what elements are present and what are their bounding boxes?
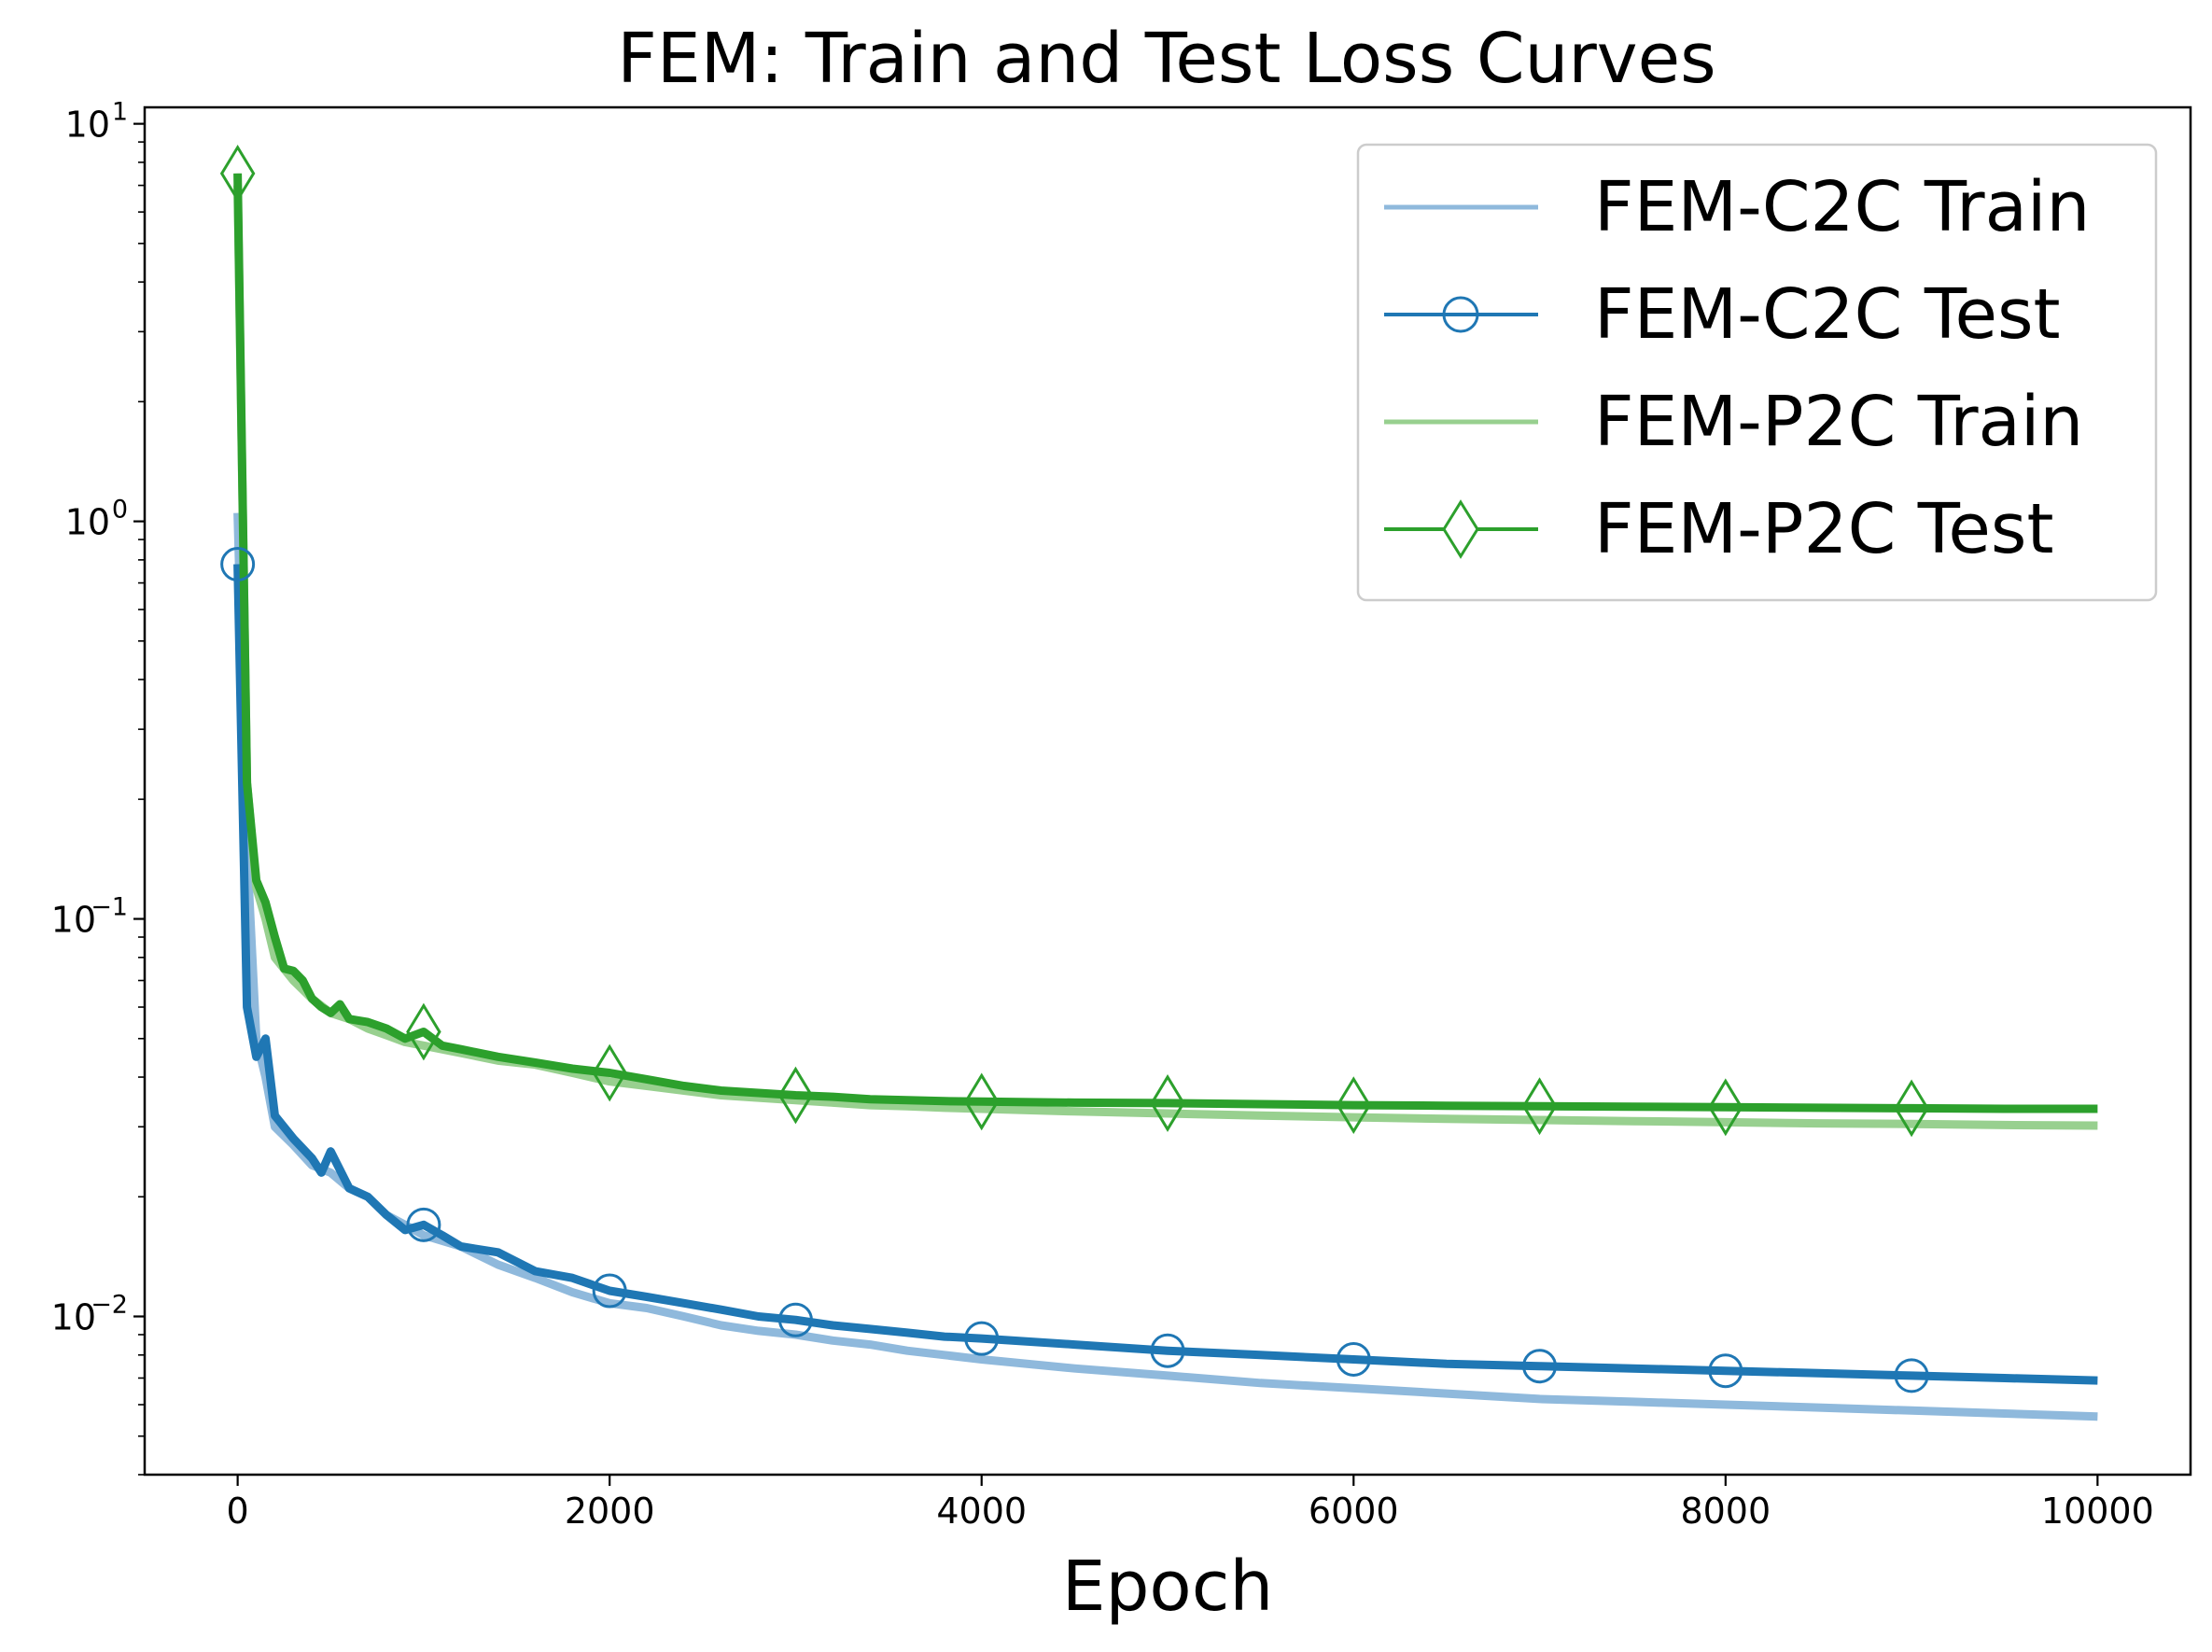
series-marker-circle [1150,1333,1185,1368]
x-axis-label: Epoch [1062,1547,1274,1627]
x-tick-label: 2000 [565,1491,655,1532]
x-tick-label: 8000 [1680,1491,1771,1532]
legend-marker-circle [1442,296,1479,333]
y-tick-exponent-text: 1 [112,98,128,127]
series-marker-circle [1708,1353,1743,1389]
legend-label: FEM-P2C Test [1594,489,2054,569]
y-tick-base: 10 [51,900,96,941]
series-line-1 [233,564,2098,1385]
series-marker-diamond [777,1066,814,1125]
series-marker-diamond [1521,1077,1558,1136]
series-marker-diamond [1336,1076,1372,1135]
chart-title: FEM: Train and Test Loss Curves [617,19,1715,99]
y-tick-exponent: −1 [91,893,128,922]
y-tick-base: 10 [65,502,110,543]
x-tick-label: 6000 [1309,1491,1399,1532]
y-tick-base: 10 [65,105,110,146]
series-marker-diamond [1708,1078,1743,1137]
x-tick-label: 4000 [936,1491,1027,1532]
series-marker-diamond [1150,1074,1185,1132]
y-tick-exponent: 1 [112,98,128,127]
y-tick-label: 10 [65,105,110,146]
y-axis-ticks: 10 110 010−110−2 [51,98,145,1476]
plot-frame [143,105,2192,1477]
y-tick-base: 10 [51,1296,96,1337]
y-tick-label: 10 [51,900,96,941]
y-tick-exponent-text: −1 [91,893,128,922]
series-marker-diamond [592,1043,627,1102]
legend-frame [1356,143,2158,602]
x-tick-label: 10000 [2041,1491,2154,1532]
y-tick-exponent: 0 [112,496,128,525]
x-axis-ticks: 0 2000 4000 6000 8000 10000 [227,1475,2154,1532]
series-marker-circle [406,1207,441,1242]
series-line-3 [233,173,2098,1113]
legend-label: FEM-C2C Test [1594,274,2061,355]
series-layer [219,144,2098,1421]
series-marker-circle [1522,1349,1558,1384]
series-marker-diamond [963,1072,1000,1131]
legend: FEM-C2C Train FEM-C2C Test FEM-P2C Train FE… [1356,143,2158,602]
legend-label: FEM-C2C Train [1594,167,2090,247]
y-tick-exponent: −2 [91,1290,128,1319]
x-tick-label: 0 [227,1491,249,1532]
series-marker-circle [1336,1341,1371,1377]
series-line-0 [233,512,2098,1421]
series-marker-circle [777,1302,813,1337]
series-marker-diamond [406,1002,441,1061]
y-tick-exponent-text: 0 [112,496,128,525]
y-tick-label: 10 [65,502,110,543]
series-marker-diamond [219,144,256,203]
series-marker-circle [964,1321,1000,1356]
y-tick-label: 10 [51,1296,96,1337]
series-marker-circle [220,547,256,582]
series-marker-circle [592,1273,627,1309]
legend-marker-diamond [1442,499,1479,559]
legend-label: FEM-P2C Train [1594,382,2083,462]
series-marker-circle [1894,1358,1929,1393]
y-tick-exponent-text: −2 [91,1290,128,1319]
series-marker-diamond [1894,1079,1929,1138]
